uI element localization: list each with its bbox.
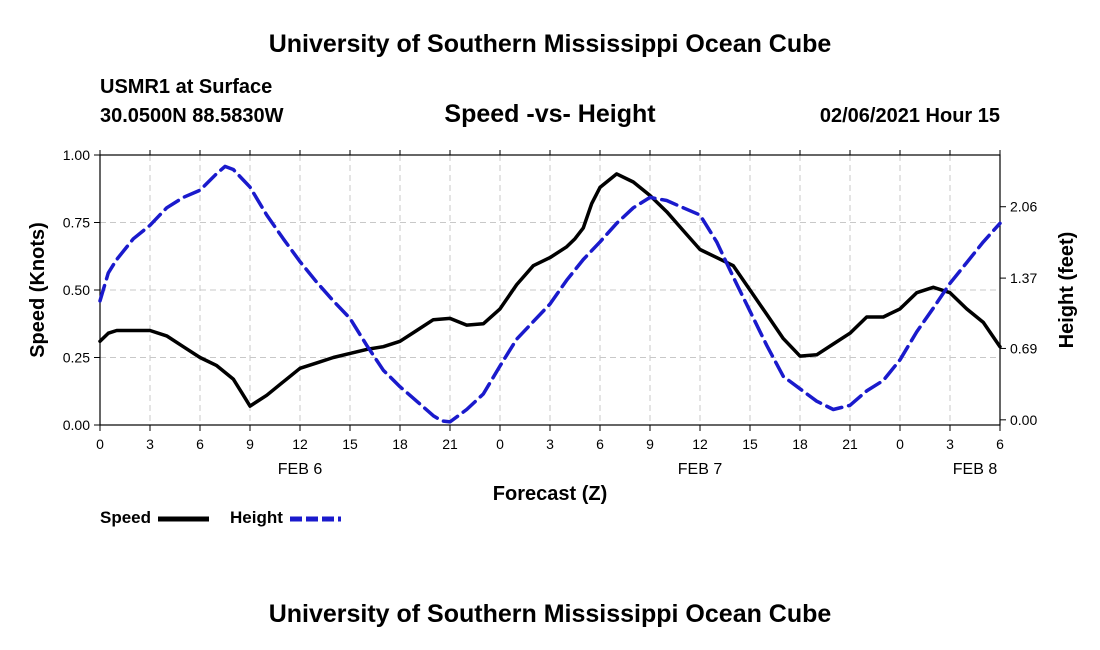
- y-left-tick-label: 0.25: [63, 350, 90, 366]
- y-left-tick-label: 1.00: [63, 147, 90, 163]
- legend-height: Height: [230, 508, 343, 528]
- y-left-tick-label: 0.75: [63, 215, 90, 231]
- plot-frame: [99, 154, 1001, 426]
- station-label: USMR1 at Surface: [100, 76, 273, 98]
- page-title: University of Southern Mississippi Ocean…: [268, 30, 832, 58]
- y-left-axis-title: Speed (Knots): [27, 222, 49, 358]
- coordinates-label: 30.0500N 88.5830W: [100, 105, 284, 127]
- day-label: FEB 6: [278, 461, 323, 478]
- series: [98, 164, 1002, 424]
- x-tick-label: 9: [246, 436, 254, 452]
- x-axis-title: Forecast (Z): [493, 483, 607, 505]
- day-label: FEB 7: [678, 461, 723, 478]
- y-right-tick-label: 0.00: [1010, 412, 1037, 428]
- legend-speed: Speed: [100, 508, 211, 528]
- x-tick-label: 0: [496, 436, 504, 452]
- y-left-tick-label: 0.00: [63, 417, 90, 433]
- grid: [100, 155, 1000, 425]
- legend-speed-label: Speed: [100, 508, 152, 527]
- footer-title: University of Southern Mississippi Ocean…: [268, 600, 832, 628]
- x-tick-label: 6: [596, 436, 604, 452]
- day-label: FEB 8: [953, 461, 998, 478]
- x-tick-label: 18: [792, 436, 808, 452]
- x-tick-label: 0: [896, 436, 904, 452]
- datetime-label: 02/06/2021 Hour 15: [819, 105, 1000, 127]
- series-line-height: [98, 164, 1002, 424]
- y-right-tick-label: 1.37: [1010, 270, 1037, 286]
- x-tick-label: 18: [392, 436, 408, 452]
- y-right-tick-label: 2.06: [1010, 199, 1037, 215]
- x-tick-label: 0: [96, 436, 104, 452]
- series-line-speed: [98, 172, 1002, 408]
- x-tick-label: 6: [996, 436, 1004, 452]
- legend-height-line: [289, 516, 341, 522]
- y-left-tick-label: 0.50: [63, 282, 90, 298]
- x-tick-label: 3: [146, 436, 154, 452]
- x-tick-label: 15: [342, 436, 358, 452]
- x-tick-label: 3: [946, 436, 954, 452]
- y-right-axis-title: Height (feet): [1056, 232, 1078, 349]
- x-tick-label: 21: [442, 436, 458, 452]
- chart-title: Speed -vs- Height: [444, 100, 656, 128]
- x-tick-label: 21: [842, 436, 858, 452]
- x-tick-label: 3: [546, 436, 554, 452]
- axes: [94, 150, 1006, 431]
- x-tick-label: 12: [292, 436, 308, 452]
- x-tick-label: 6: [196, 436, 204, 452]
- x-tick-label: 12: [692, 436, 708, 452]
- legend-height-label: Height: [230, 508, 283, 527]
- x-tick-label: 9: [646, 436, 654, 452]
- y-right-tick-label: 0.69: [1010, 340, 1037, 356]
- tick-labels: 0 3 6 9 12 15 18 21 0 3 6 9 12 15 18 21 0 3 6 0.00 0.25 0.50 0…: [27, 147, 1078, 505]
- x-tick-label: 15: [742, 436, 758, 452]
- legend-speed-line: [157, 516, 209, 522]
